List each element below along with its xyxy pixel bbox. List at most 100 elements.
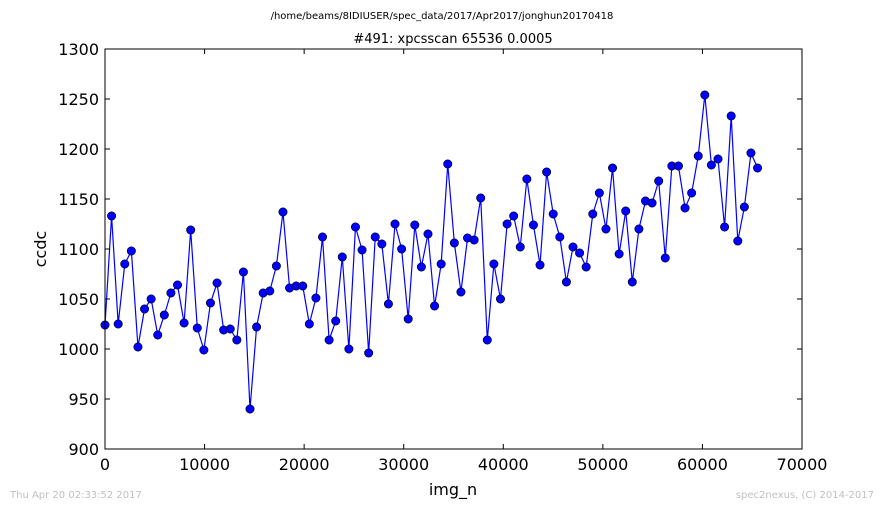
data-point — [133, 342, 143, 352]
data-point — [113, 319, 123, 329]
data-point — [627, 277, 637, 287]
data-point — [528, 220, 538, 230]
data-point — [304, 319, 314, 329]
data-point — [344, 344, 354, 354]
data-point — [331, 316, 341, 326]
x-axis-label: img_n — [429, 480, 477, 500]
y-tick-label: 1250 — [58, 90, 99, 109]
data-point — [654, 176, 664, 186]
chart-title: #491: xpcsscan 65536 0.0005 — [353, 32, 552, 47]
data-point — [522, 174, 532, 184]
data-point — [126, 246, 136, 256]
data-point — [324, 335, 334, 345]
data-point — [212, 278, 222, 288]
data-point — [614, 249, 624, 259]
data-point — [746, 148, 756, 158]
data-point — [476, 193, 486, 203]
data-point — [673, 161, 683, 171]
data-point — [693, 151, 703, 161]
data-point — [403, 314, 413, 324]
data-point — [535, 260, 545, 270]
data-point — [443, 159, 453, 169]
data-point — [146, 294, 156, 304]
data-point — [680, 203, 690, 213]
data-point — [581, 262, 591, 272]
data-point — [436, 259, 446, 269]
data-point — [245, 404, 255, 414]
plot-area: 0 10000 20000 30000 40000 50000 60000 70000 900 9… — [58, 40, 827, 474]
y-tick-label: 950 — [68, 390, 99, 409]
data-point — [726, 111, 736, 121]
data-point — [232, 335, 242, 345]
data-point — [430, 301, 440, 311]
data-point — [449, 238, 459, 248]
data-point — [199, 345, 209, 355]
data-point — [252, 322, 262, 332]
data-point — [713, 154, 723, 164]
data-point — [575, 248, 585, 258]
data-point — [271, 261, 281, 271]
data-point — [364, 348, 374, 358]
data-point — [120, 259, 130, 269]
data-point — [278, 207, 288, 217]
y-tick-label: 900 — [68, 440, 99, 459]
data-point — [515, 242, 525, 252]
data-point — [601, 224, 611, 234]
y-tick-label: 1100 — [58, 240, 99, 259]
x-tick-label: 70000 — [777, 455, 828, 474]
x-tick-label: 30000 — [378, 455, 429, 474]
y-tick-label: 1150 — [58, 190, 99, 209]
data-point — [159, 310, 169, 320]
data-point — [337, 252, 347, 262]
x-tick-label: 50000 — [577, 455, 628, 474]
data-point — [555, 232, 565, 242]
x-tick-label: 60000 — [677, 455, 728, 474]
data-point — [502, 219, 512, 229]
data-point — [166, 288, 176, 298]
data-point — [660, 253, 670, 263]
data-point — [205, 298, 215, 308]
data-point — [548, 209, 558, 219]
data-point — [621, 206, 631, 216]
data-point — [265, 286, 275, 296]
data-point — [733, 236, 743, 246]
data-point — [390, 219, 400, 229]
data-point — [561, 277, 571, 287]
x-tick-label: 0 — [100, 455, 110, 474]
series-line — [104, 94, 759, 410]
data-point — [489, 259, 499, 269]
data-point — [238, 267, 248, 277]
data-point — [410, 220, 420, 230]
data-point — [140, 304, 150, 314]
data-point — [416, 262, 426, 272]
axes-frame — [104, 48, 803, 450]
x-tick-label: 20000 — [279, 455, 330, 474]
data-point — [383, 299, 393, 309]
data-point — [370, 232, 380, 242]
y-tick-label: 1200 — [58, 140, 99, 159]
y-tick-label: 1050 — [58, 290, 99, 309]
data-point — [495, 294, 505, 304]
data-point — [608, 163, 618, 173]
data-point — [192, 323, 202, 333]
data-point — [594, 188, 604, 198]
data-point — [153, 330, 163, 340]
footer-credit: spec2nexus, (C) 2014-2017 — [736, 490, 874, 501]
data-point — [311, 293, 321, 303]
data-point — [647, 198, 657, 208]
figure-suptitle: /home/beams/8IDIUSER/spec_data/2017/Apr2… — [271, 11, 614, 22]
data-point — [318, 232, 328, 242]
y-tick-label: 1300 — [58, 40, 99, 59]
footer-timestamp: Thu Apr 20 02:33:52 2017 — [9, 490, 142, 501]
data-point — [298, 281, 308, 291]
data-point — [739, 202, 749, 212]
data-point — [225, 324, 235, 334]
data-point — [706, 160, 716, 170]
data-point — [588, 209, 598, 219]
data-point — [350, 222, 360, 232]
data-point — [720, 222, 730, 232]
data-point — [357, 245, 367, 255]
data-point — [542, 167, 552, 177]
data-point — [173, 280, 183, 290]
